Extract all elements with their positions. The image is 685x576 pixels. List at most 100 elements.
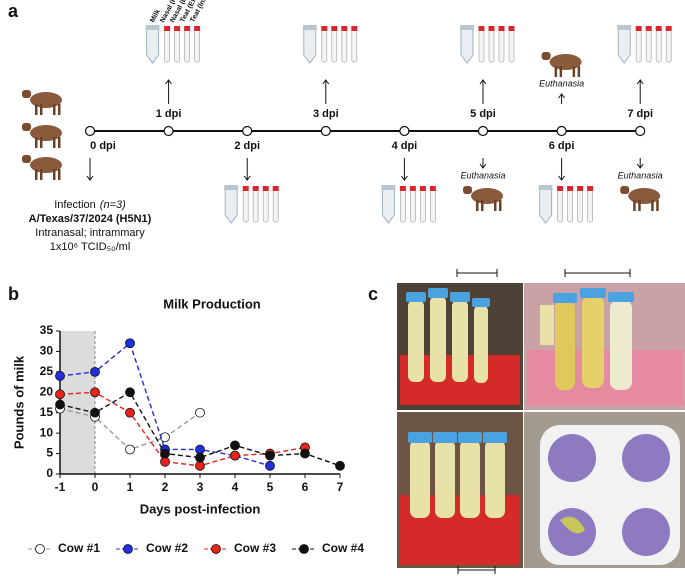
cow-leg: [638, 200, 641, 211]
legend-label: Cow #2: [146, 541, 188, 555]
y-tick-label: 20: [40, 384, 54, 398]
series-line: [59, 391, 341, 467]
sample-tube: [655, 29, 662, 63]
tube-cap: [557, 186, 564, 191]
tube-group: [145, 25, 201, 64]
cow-head: [620, 186, 630, 194]
sample-tube: [184, 29, 190, 63]
x-tick-label: 6: [302, 480, 309, 494]
data-point: [125, 444, 135, 455]
sample-tube: [400, 189, 406, 223]
tube-cap: [242, 186, 249, 191]
tube-cap: [429, 186, 436, 191]
euthanasia-label: Euthanasia: [539, 78, 584, 88]
timepoint: [556, 125, 567, 137]
conical-tube: [303, 28, 317, 64]
conical-tube: [539, 188, 553, 224]
x-tick-label: -1: [55, 480, 66, 494]
legend-marker: [35, 544, 45, 554]
sample-tube: [321, 29, 328, 63]
sample-tube: [420, 189, 426, 223]
y-tick-label: 0: [46, 466, 53, 480]
cow-head: [541, 52, 551, 60]
tube-cap: [587, 186, 594, 191]
cow-head: [463, 186, 472, 194]
tube-cap: [381, 185, 396, 190]
cow-leg: [35, 137, 38, 148]
data-point: [90, 407, 100, 418]
photos: [397, 269, 685, 574]
data-point: [265, 450, 275, 461]
tube-cap: [567, 186, 574, 191]
sample-tube: [430, 189, 436, 223]
timepoint: [84, 125, 96, 137]
legend-marker: [123, 544, 133, 554]
panel-label: a: [8, 1, 19, 21]
data-point: [335, 460, 345, 471]
cow-leg: [494, 200, 497, 211]
tube-cap: [617, 25, 632, 30]
tube-cap: [419, 186, 426, 191]
sample-tube: [635, 29, 642, 63]
data-point: [300, 448, 310, 459]
data-point: [55, 399, 65, 410]
cow-body: [628, 188, 661, 204]
panel-label: c: [368, 284, 378, 304]
data-point: [195, 460, 205, 471]
infection-dose: 1x10⁶ TCID₅₀/ml: [50, 241, 131, 253]
arrow-head: [86, 175, 94, 181]
tube-cap: [538, 185, 553, 190]
arrow-head: [636, 79, 644, 85]
tube-cap: [665, 26, 672, 31]
data-point: [90, 387, 100, 398]
legend-label: Cow #1: [58, 541, 100, 555]
cow-leg: [53, 169, 56, 180]
x-tick-label: 7: [337, 480, 344, 494]
day-label: 1 dpi: [156, 108, 182, 120]
tube-cap: [331, 26, 338, 31]
cow-icon: [541, 52, 582, 77]
sample-tube: [164, 29, 170, 63]
tube-cap: [577, 186, 584, 191]
sample-tube: [577, 189, 583, 223]
euthanasia-label: Euthanasia: [460, 170, 505, 180]
data-point: [265, 460, 275, 471]
legend-label: Cow #4: [322, 541, 364, 555]
sample-tube: [341, 29, 348, 63]
data-point: [125, 407, 135, 418]
tube-cap: [252, 186, 259, 191]
cow-body: [471, 188, 503, 204]
data-point: [125, 387, 135, 398]
day-label: 7 dpi: [627, 108, 653, 120]
timepoint: [242, 125, 253, 137]
sample-tube: [488, 29, 495, 63]
cow-leg: [58, 137, 61, 148]
legend-label: Cow #3: [234, 541, 276, 555]
x-tick-label: 2: [162, 480, 169, 494]
timepoint: [399, 125, 410, 137]
data-point: [90, 366, 100, 377]
infection-n: (n=3): [100, 199, 126, 211]
cow-leg: [656, 200, 659, 211]
cow-head: [22, 155, 31, 163]
data-point: [160, 432, 170, 443]
cow-leg: [58, 104, 61, 115]
sample-tube: [331, 29, 338, 63]
y-tick-label: 10: [40, 425, 54, 439]
cow-body: [30, 92, 62, 108]
cow-icon: [22, 90, 62, 115]
conical-tube: [224, 188, 238, 224]
tube-cap: [272, 186, 279, 191]
cow-leg: [499, 200, 502, 211]
x-tick-label: 1: [127, 480, 134, 494]
tube-cap: [655, 26, 662, 31]
panel-label: b: [8, 284, 19, 304]
x-axis-label: Days post-infection: [140, 501, 261, 516]
sample-tube: [174, 29, 180, 63]
tube-cap: [478, 26, 485, 31]
tube-cap: [194, 26, 201, 31]
sample-tube: [498, 29, 505, 63]
day-label: 3 dpi: [313, 108, 339, 120]
tube-group: [460, 25, 515, 64]
tube-cap: [399, 186, 406, 191]
